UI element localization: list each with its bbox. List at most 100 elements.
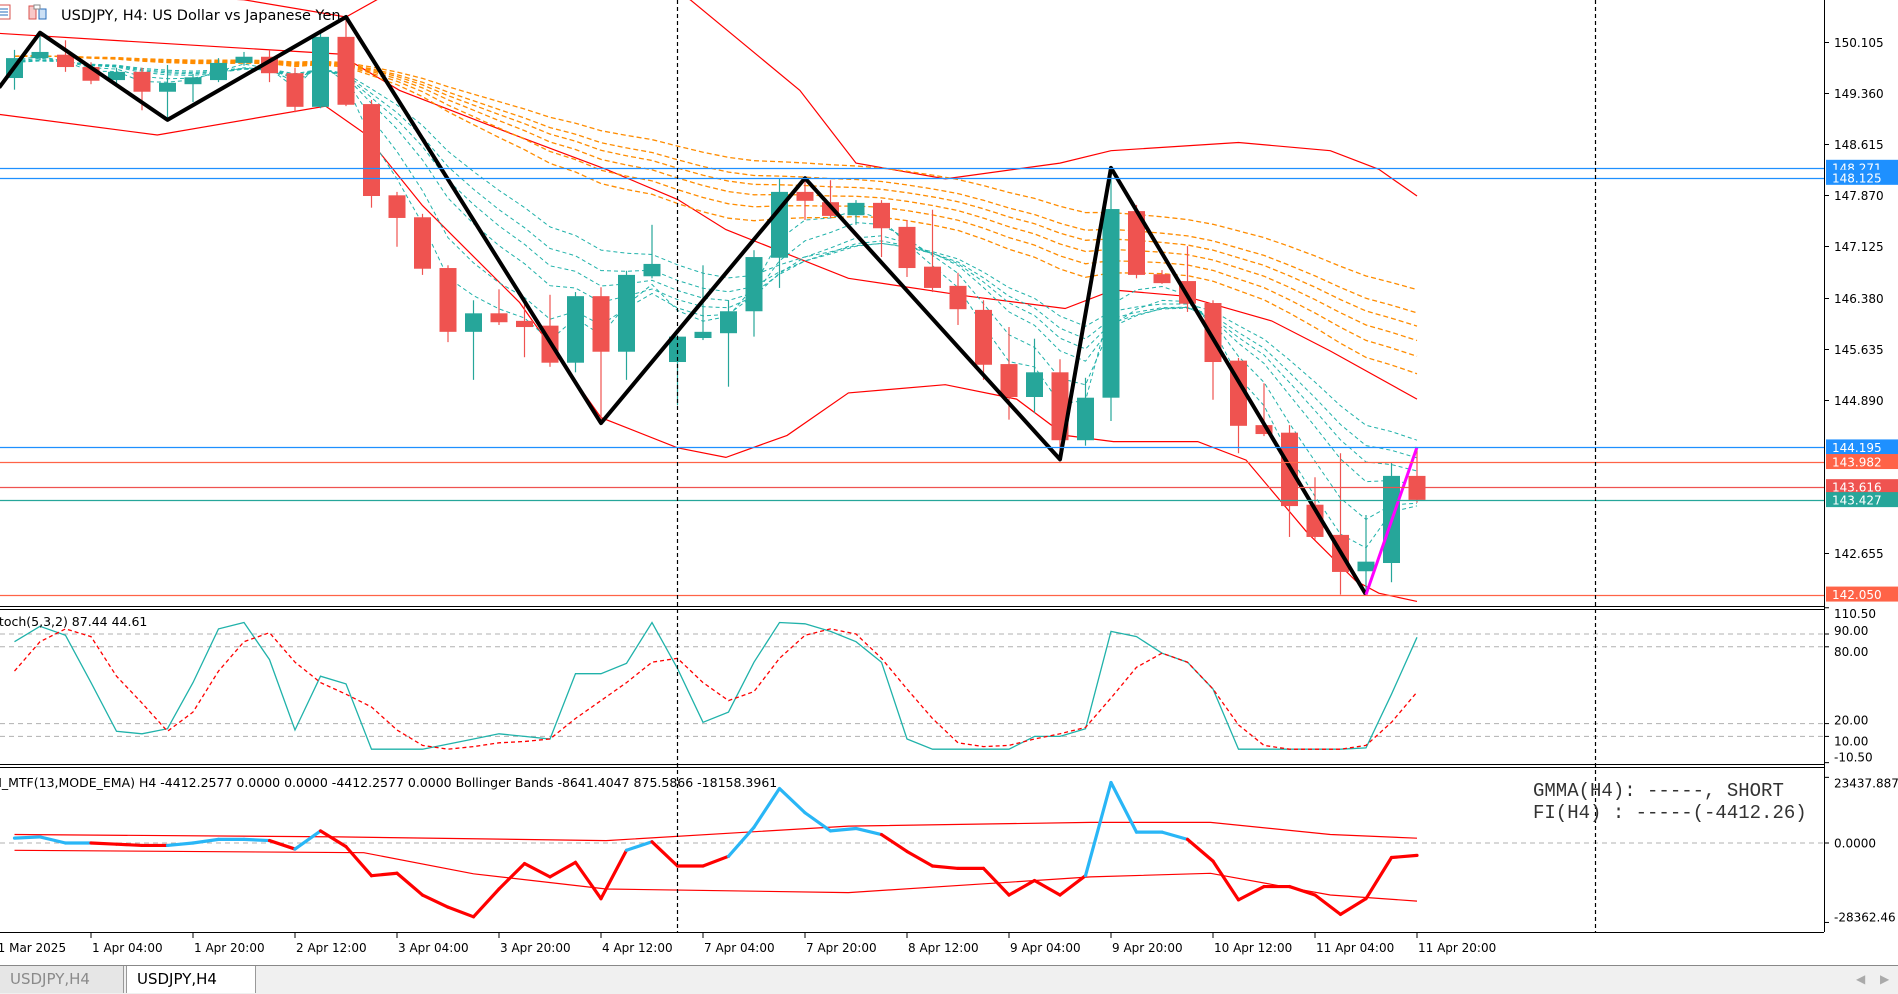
candle-body bbox=[745, 257, 763, 312]
time-tick-label: 10 Apr 12:00 bbox=[1214, 941, 1292, 955]
fi-segment bbox=[446, 905, 476, 919]
fi-segment bbox=[267, 838, 297, 851]
fi-segment bbox=[650, 840, 680, 868]
price-tick-label: 144.890 bbox=[1834, 394, 1884, 408]
time-tick-label: 7 Apr 04:00 bbox=[704, 941, 775, 955]
fi-segment bbox=[548, 860, 578, 879]
candle bbox=[1357, 514, 1375, 595]
candle bbox=[796, 178, 814, 221]
fi-segment bbox=[1211, 859, 1241, 902]
scroll-left-icon[interactable]: ◀ bbox=[1856, 972, 1866, 986]
fi-segment bbox=[981, 866, 1011, 897]
candle bbox=[490, 289, 508, 325]
price-tick-label: 146.380 bbox=[1834, 292, 1884, 306]
price-tick-label: 149.360 bbox=[1834, 87, 1884, 101]
candle bbox=[57, 40, 74, 72]
fi-segment bbox=[1160, 830, 1190, 841]
gmma-short-line bbox=[14, 55, 1418, 549]
stochastic-pane[interactable] bbox=[0, 621, 1824, 750]
time-tick-label: 9 Apr 04:00 bbox=[1010, 941, 1081, 955]
gmma-short-line bbox=[14, 60, 1418, 459]
candle-body bbox=[235, 56, 253, 63]
candle-body bbox=[108, 71, 125, 81]
fi-segment bbox=[369, 871, 399, 878]
time-tick-label: 31 Mar 2025 bbox=[0, 941, 66, 955]
stoch-tick-label: 110.50 bbox=[1834, 607, 1876, 621]
candle bbox=[1102, 167, 1120, 422]
chart-title: USDJPY, H4: US Dollar vs Japanese Yen bbox=[61, 8, 341, 24]
fi-segment bbox=[1287, 884, 1317, 897]
candle-body bbox=[286, 73, 304, 107]
fi-segment bbox=[1083, 780, 1113, 878]
candle bbox=[516, 298, 533, 358]
candle-body bbox=[796, 191, 814, 201]
candle-body bbox=[490, 313, 508, 323]
candle-body bbox=[210, 62, 227, 81]
period-separators bbox=[676, 0, 1597, 932]
time-tick-label: 9 Apr 20:00 bbox=[1112, 941, 1183, 955]
fi-segment bbox=[471, 887, 501, 919]
time-axis[interactable]: 31 Mar 2025 1 Apr 04:00 1 Apr 20:00 2 Apr 1… bbox=[0, 933, 1496, 955]
price-tick-label: 147.870 bbox=[1834, 189, 1884, 203]
time-tick-label: 1 Apr 20:00 bbox=[194, 941, 265, 955]
candle-body bbox=[388, 195, 406, 218]
stoch-tick-label: 10.00 bbox=[1834, 734, 1868, 748]
zigzag-line bbox=[0, 15, 1368, 596]
candle-body bbox=[643, 263, 661, 277]
fi-segment bbox=[1364, 855, 1394, 901]
stoch-signal-line bbox=[14, 628, 1418, 750]
force-index-pane[interactable] bbox=[0, 780, 1824, 919]
fi-segment bbox=[905, 849, 935, 868]
price-tick-label: 150.105 bbox=[1834, 36, 1884, 50]
candle bbox=[439, 265, 457, 343]
candle bbox=[286, 67, 304, 113]
candle bbox=[592, 287, 610, 424]
candle bbox=[1077, 377, 1094, 446]
candle bbox=[847, 200, 865, 225]
candle-body bbox=[1102, 209, 1120, 398]
fi-tick-label: 0.0000 bbox=[1834, 837, 1876, 851]
gmma-short-line bbox=[14, 60, 1418, 441]
candle bbox=[771, 178, 788, 288]
candle bbox=[388, 191, 406, 247]
fi-segment bbox=[497, 861, 527, 891]
scroll-right-icon[interactable]: ▶ bbox=[1880, 972, 1890, 986]
candle-body bbox=[312, 36, 329, 107]
candle-body bbox=[1000, 364, 1018, 398]
chart-type-icon[interactable] bbox=[28, 4, 47, 20]
fi-segment bbox=[1236, 884, 1266, 902]
gmma-long-line bbox=[14, 55, 1418, 375]
fi-segment bbox=[420, 893, 450, 909]
pane-frames bbox=[0, 0, 1825, 933]
fi-segment bbox=[1389, 853, 1419, 860]
candle bbox=[159, 64, 176, 120]
stoch-tick-label: -10.50 bbox=[1834, 751, 1873, 765]
price-tag bbox=[1826, 586, 1898, 602]
candle-body bbox=[720, 311, 737, 334]
gmma-long-line bbox=[14, 55, 1418, 291]
chart-window[interactable]: 150.105 149.360 148.615 147.870 147.125 146.3… bbox=[0, 0, 1898, 962]
time-tick-label: 3 Apr 20:00 bbox=[500, 941, 571, 955]
one-click-trading-icon[interactable] bbox=[0, 4, 11, 20]
candle bbox=[312, 32, 329, 109]
tab-usdjpy-h4-2[interactable]: USDJPY,H4 bbox=[126, 966, 256, 993]
candle bbox=[949, 272, 967, 325]
fi-segment bbox=[318, 829, 348, 849]
stochastic-label: Stoch(5,3,2) 87.44 44.61 bbox=[0, 614, 147, 629]
candle-body bbox=[1051, 372, 1069, 441]
candle-body bbox=[618, 274, 635, 352]
gmma-short-line bbox=[14, 59, 1418, 472]
fi-segment bbox=[12, 835, 42, 840]
fi-segment bbox=[1185, 837, 1215, 863]
fi-segment bbox=[599, 848, 629, 901]
price-axis[interactable]: 150.105 149.360 148.615 147.870 147.125 146.3… bbox=[1824, 36, 1898, 924]
candle-body bbox=[516, 320, 533, 328]
candle-body bbox=[694, 331, 712, 339]
time-tick-label: 8 Apr 12:00 bbox=[908, 941, 979, 955]
candle bbox=[898, 220, 916, 277]
candle bbox=[1408, 447, 1426, 503]
fi-segment bbox=[114, 842, 144, 848]
tab-usdjpy-h4-1[interactable]: USDJPY,H4 bbox=[0, 966, 124, 993]
candle-body bbox=[1153, 274, 1171, 284]
price-pane[interactable] bbox=[0, 0, 1824, 602]
